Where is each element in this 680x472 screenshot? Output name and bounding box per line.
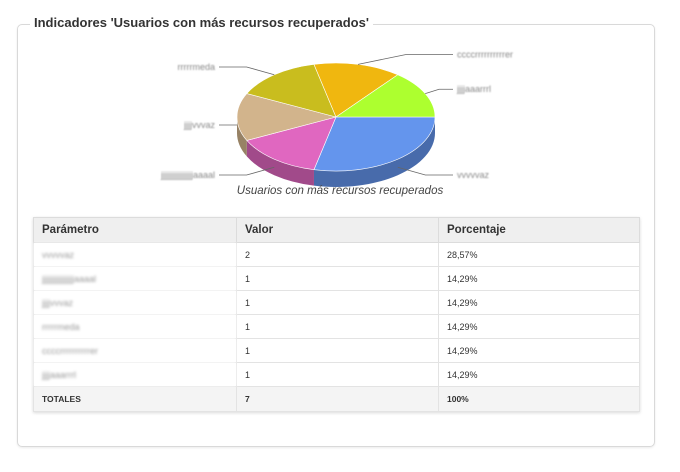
pie-slice <box>335 74 436 118</box>
cell-param: jjjjaaarrrl <box>33 362 237 387</box>
cell-valor: 1 <box>236 362 439 387</box>
cell-param: rrrrrmeda <box>33 314 237 339</box>
pie-slice <box>246 116 337 170</box>
cell-pct: 14,29% <box>438 362 640 387</box>
cell-valor: 1 <box>236 314 439 339</box>
totals-pct: 100% <box>438 386 640 412</box>
table-row: ccccrrrrrrrrrrer 1 14,29% <box>33 338 640 363</box>
cell-valor: 2 <box>236 242 439 267</box>
pie-leader-line <box>425 88 453 94</box>
header-valor: Valor <box>236 217 439 243</box>
cell-valor: 1 <box>236 338 439 363</box>
pie-slice-side <box>246 140 314 186</box>
pie-slice <box>246 64 337 118</box>
cell-pct: 14,29% <box>438 290 640 315</box>
header-parametro: Parámetro <box>33 217 237 243</box>
table-header-row: Parámetro Valor Porcentaje <box>33 217 640 243</box>
cell-valor: 1 <box>236 266 439 291</box>
pie-label: jjjjjjjjjjjjjjjjaaaal <box>160 170 215 180</box>
table-row: jjjjvvvaz 1 14,29% <box>33 290 640 315</box>
pie-slice-side <box>237 117 247 157</box>
pie-slice <box>313 116 436 172</box>
pie-leader-line <box>357 54 453 65</box>
pie-label: ccccrrrrrrrrrrer <box>457 50 513 60</box>
data-table: Parámetro Valor Porcentaje vvvvvaz 2 28,… <box>33 217 640 412</box>
cell-pct: 28,57% <box>438 242 640 267</box>
pie-label: vvvvvaz <box>457 170 490 180</box>
cell-pct: 14,29% <box>438 266 640 291</box>
pie-label: jjjjaaarrrl <box>456 84 491 94</box>
table-row: jjjjaaarrrl 1 14,29% <box>33 362 640 387</box>
totals-row: TOTALES 7 100% <box>33 386 640 412</box>
panel-title: Indicadores 'Usuarios con más recursos r… <box>30 15 373 30</box>
cell-pct: 14,29% <box>438 314 640 339</box>
pie-label: rrrrrmeda <box>178 62 216 72</box>
chart-title: Usuarios con más recursos recuperados <box>236 185 444 197</box>
pie-chart: vvvvvaz jjjjjjjjjjjjjjjjaaaal jjjjvvvaz rrr… <box>160 50 513 187</box>
header-porcentaje: Porcentaje <box>438 217 640 243</box>
pie-slice <box>236 93 338 141</box>
cell-pct: 14,29% <box>438 338 640 363</box>
cell-param: ccccrrrrrrrrrrer <box>33 338 237 363</box>
cell-param: jjjjvvvaz <box>33 290 237 315</box>
totals-valor: 7 <box>236 386 439 412</box>
pie-leader-line <box>219 166 275 176</box>
pie-leader-line <box>397 166 453 176</box>
cell-param: jjjjjjjjjjjjjjjjaaaal <box>33 266 237 291</box>
cell-valor: 1 <box>236 290 439 315</box>
table-row: jjjjjjjjjjjjjjjjaaaal 1 14,29% <box>33 266 640 291</box>
pie-leader-line <box>219 66 275 76</box>
pie-label: jjjjvvvaz <box>183 120 216 130</box>
cell-param: vvvvvaz <box>33 242 237 267</box>
totals-label: TOTALES <box>33 386 237 412</box>
pie-labels: vvvvvaz jjjjjjjjjjjjjjjjaaaal jjjjvvvaz rrr… <box>160 50 513 180</box>
table-row: rrrrrmeda 1 14,29% <box>33 314 640 339</box>
pie-slices <box>236 62 436 172</box>
table-row: vvvvvaz 2 28,57% <box>33 242 640 267</box>
pie-slice <box>313 62 399 118</box>
